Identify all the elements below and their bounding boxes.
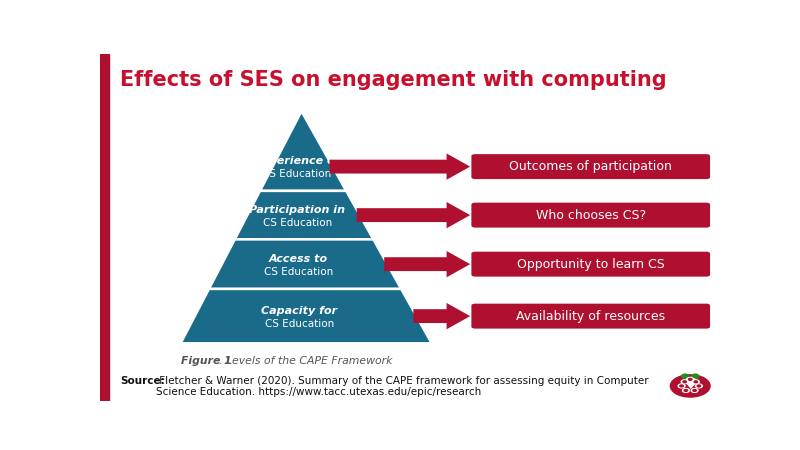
Text: Experience of: Experience of [254,156,339,166]
Circle shape [686,377,695,382]
Circle shape [683,381,686,383]
FancyBboxPatch shape [471,252,710,277]
Text: Figure 1: Figure 1 [181,356,231,366]
Text: Availability of resources: Availability of resources [516,310,666,323]
Circle shape [698,385,701,387]
Text: CS Education: CS Education [264,267,333,277]
Polygon shape [414,303,470,329]
Circle shape [692,379,701,384]
Text: Effects of SES on engagement with computing: Effects of SES on engagement with comput… [120,70,666,90]
Circle shape [684,390,688,392]
Polygon shape [330,153,470,180]
Circle shape [693,380,699,384]
Circle shape [687,378,694,381]
Polygon shape [209,239,401,289]
FancyBboxPatch shape [471,154,710,179]
Text: Who chooses CS?: Who chooses CS? [536,209,646,221]
Text: CS Education: CS Education [262,169,331,179]
Circle shape [670,375,710,397]
Circle shape [678,384,685,388]
Polygon shape [234,191,374,239]
Circle shape [682,380,688,384]
Text: ♥: ♥ [683,377,697,392]
Circle shape [680,385,683,387]
Bar [100,54,110,400]
Polygon shape [384,251,470,277]
Circle shape [693,390,696,392]
FancyBboxPatch shape [471,304,710,328]
Text: Fletcher & Warner (2020). Summary of the CAPE framework for assessing equity in : Fletcher & Warner (2020). Summary of the… [156,376,649,397]
Circle shape [691,388,698,392]
Text: . Levels of the CAPE Framework: . Levels of the CAPE Framework [219,356,393,366]
Text: CS Education: CS Education [262,218,332,228]
Text: Outcomes of participation: Outcomes of participation [510,160,672,173]
Polygon shape [260,111,346,191]
Circle shape [672,376,709,396]
Polygon shape [181,289,432,343]
Text: Source:: Source: [120,376,165,386]
Text: Participation in: Participation in [250,205,346,215]
Polygon shape [357,202,470,228]
Circle shape [695,384,702,388]
Text: Opportunity to learn CS: Opportunity to learn CS [517,258,665,270]
Circle shape [682,388,690,392]
Circle shape [689,378,692,380]
Text: CS Education: CS Education [265,319,334,329]
Circle shape [679,379,689,384]
Circle shape [694,381,698,383]
Circle shape [682,374,689,378]
Circle shape [691,374,699,378]
Text: Access to: Access to [269,254,328,264]
Text: Capacity for: Capacity for [262,306,338,315]
FancyBboxPatch shape [471,202,710,228]
